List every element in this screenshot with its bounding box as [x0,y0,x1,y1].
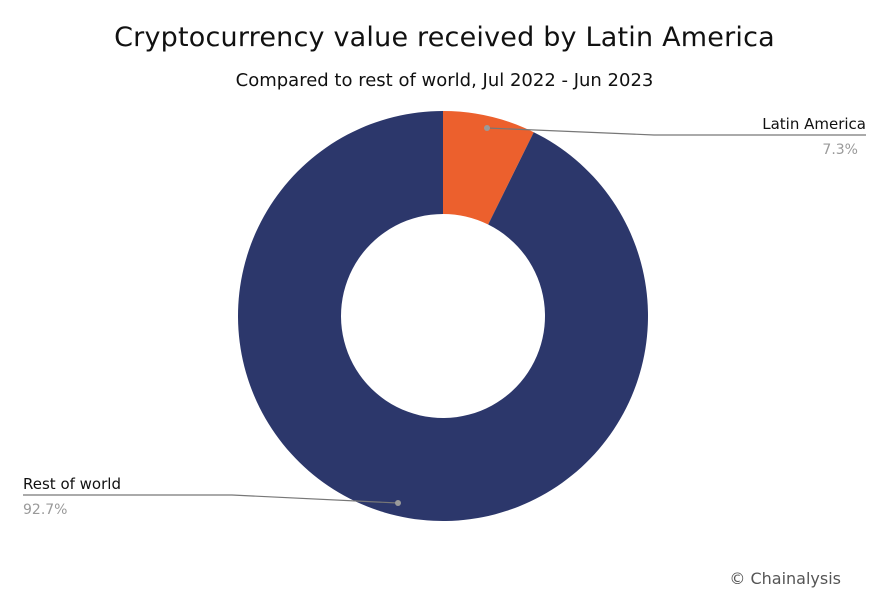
donut-slice-rest-of-world [237,111,648,521]
donut-slice-latin-america [443,111,534,225]
callout-line-rest-of-world [23,494,399,504]
callout-line-latin-america [486,127,866,136]
donut-slices [237,111,648,521]
slice-label-rest-of-world: Rest of world [23,475,121,493]
callout-dot-latin-america [484,125,490,131]
slice-value-latin-america: 7.3% [822,142,858,158]
callout-dot-rest-of-world [395,500,401,506]
slice-callouts: Latin America 7.3% Rest of world 92.7% [23,115,866,518]
source-credit: © Chainalysis [729,569,841,588]
chart-subtitle: Compared to rest of world, Jul 2022 - Ju… [235,70,654,91]
chart-title: Cryptocurrency value received by Latin A… [114,22,775,53]
slice-value-rest-of-world: 92.7% [23,502,67,518]
slice-label-latin-america: Latin America [762,115,866,133]
